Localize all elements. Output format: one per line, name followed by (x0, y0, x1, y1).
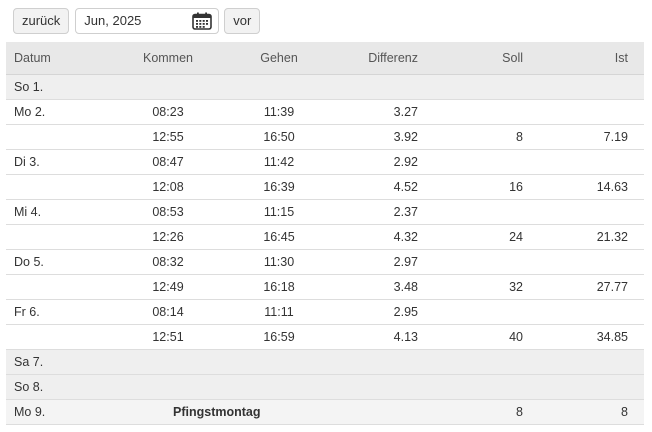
row-out: 16:18 (263, 280, 295, 294)
table-body: So 1. Mo 2. 08:23 11:39 3.27 12:55 16:50 3.92 8 7… (6, 75, 644, 425)
row-out: 16:50 (263, 130, 295, 144)
row-in: 08:23 (152, 105, 184, 119)
row-ist: 21.32 (596, 230, 628, 244)
row-date: Mo 9. (14, 405, 46, 419)
row-soll: 32 (509, 280, 523, 294)
row-diff: 4.13 (393, 330, 418, 344)
row-soll: 24 (509, 230, 523, 244)
row-in: 08:53 (152, 205, 184, 219)
row-diff: 2.92 (393, 155, 418, 169)
table-row[interactable]: So 1. (6, 75, 644, 100)
calendar-icon[interactable] (192, 12, 213, 30)
row-out: 16:45 (263, 230, 295, 244)
row-diff: 4.52 (393, 180, 418, 194)
row-in: 08:32 (152, 255, 184, 269)
month-picker-input[interactable]: Jun, 2025 (75, 8, 220, 34)
row-in: 12:26 (152, 230, 184, 244)
table-row[interactable]: Di 3. 08:47 11:42 2.92 (6, 150, 644, 175)
row-soll: 8 (516, 405, 523, 419)
row-date: Sa 7. (14, 355, 44, 369)
row-out: 11:42 (263, 155, 295, 169)
header-out: Gehen (260, 51, 298, 65)
header-in: Kommen (142, 51, 194, 65)
row-diff: 3.92 (393, 130, 418, 144)
table-row[interactable]: 12:08 16:39 4.52 16 14.63 (6, 175, 644, 200)
table-header: Datum Kommen Gehen Differenz Soll Ist (6, 42, 644, 75)
row-date: So 8. (14, 380, 44, 394)
row-out: 16:59 (263, 330, 295, 344)
row-soll: 40 (509, 330, 523, 344)
row-diff: 2.37 (393, 205, 418, 219)
table-row[interactable]: 12:26 16:45 4.32 24 21.32 (6, 225, 644, 250)
row-in: 08:47 (152, 155, 184, 169)
row-date: Fr 6. (14, 305, 40, 319)
row-holiday-name: Pfingstmontag (173, 405, 261, 419)
row-in: 08:14 (152, 305, 184, 319)
row-out: 11:30 (263, 255, 295, 269)
row-out: 16:39 (263, 180, 295, 194)
table-row[interactable]: 12:49 16:18 3.48 32 27.77 (6, 275, 644, 300)
row-diff: 3.27 (393, 105, 418, 119)
row-date: So 1. (14, 80, 44, 94)
row-ist: 14.63 (596, 180, 628, 194)
month-value: Jun, 2025 (84, 13, 142, 28)
row-diff: 3.48 (393, 280, 418, 294)
table-row[interactable]: Sa 7. (6, 350, 644, 375)
header-soll: Soll (502, 51, 523, 65)
row-out: 11:15 (263, 205, 295, 219)
row-date: Mi 4. (14, 205, 42, 219)
table-row[interactable]: 12:51 16:59 4.13 40 34.85 (6, 325, 644, 350)
row-soll: 8 (516, 130, 523, 144)
row-diff: 2.97 (393, 255, 418, 269)
table-row[interactable]: Mo 9. Pfingstmontag 8 8 (6, 400, 644, 425)
row-date: Mo 2. (14, 105, 46, 119)
time-table: Datum Kommen Gehen Differenz Soll Ist So… (6, 42, 644, 425)
row-date: Do 5. (14, 255, 44, 269)
table-row[interactable]: Mi 4. 08:53 11:15 2.37 (6, 200, 644, 225)
table-row[interactable]: So 8. (6, 375, 644, 400)
month-toolbar: zurück Jun, 2025 vor (13, 8, 261, 34)
row-diff: 2.95 (393, 305, 418, 319)
previous-month-button[interactable]: zurück (13, 8, 70, 34)
table-row[interactable]: Do 5. 08:32 11:30 2.97 (6, 250, 644, 275)
row-date: Di 3. (14, 155, 40, 169)
header-date: Datum (14, 51, 51, 65)
next-month-button[interactable]: vor (224, 8, 261, 34)
row-ist: 7.19 (603, 130, 628, 144)
row-in: 12:55 (152, 130, 184, 144)
header-ist: Ist (614, 51, 628, 65)
row-out: 11:39 (263, 105, 295, 119)
table-row[interactable]: Fr 6. 08:14 11:11 2.95 (6, 300, 644, 325)
header-diff: Differenz (368, 51, 418, 65)
row-out: 11:11 (264, 305, 294, 319)
row-in: 12:51 (152, 330, 184, 344)
row-in: 12:49 (152, 280, 184, 294)
row-diff: 4.32 (393, 230, 418, 244)
table-row[interactable]: 12:55 16:50 3.92 8 7.19 (6, 125, 644, 150)
row-in: 12:08 (152, 180, 184, 194)
row-ist: 27.77 (596, 280, 628, 294)
row-ist: 34.85 (596, 330, 628, 344)
row-soll: 16 (509, 180, 523, 194)
row-ist: 8 (621, 405, 628, 419)
table-row[interactable]: Mo 2. 08:23 11:39 3.27 (6, 100, 644, 125)
